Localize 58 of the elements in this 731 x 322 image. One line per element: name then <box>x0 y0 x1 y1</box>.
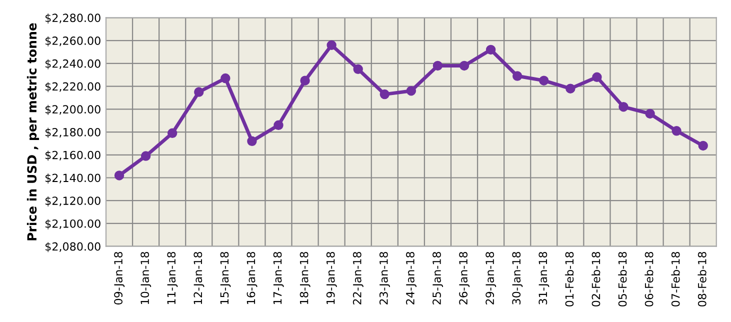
y-tick-label: $2,080.00 <box>46 242 100 252</box>
y-tick-label: $2,180.00 <box>46 128 100 138</box>
x-tick-label: 05-Feb-18 <box>618 252 627 306</box>
point <box>114 170 124 180</box>
x-tick-label: 10-Jan-18 <box>140 252 152 304</box>
point <box>353 64 363 74</box>
point <box>274 120 284 130</box>
point <box>592 72 602 82</box>
x-tick-label: 22-Jan-18 <box>352 252 364 304</box>
point <box>167 128 178 138</box>
x-tick-label: 29-Jan-18 <box>486 252 496 304</box>
x-tick-label: 12-Jan-18 <box>194 252 204 304</box>
y-tick-label: $2,160.00 <box>46 150 100 161</box>
point <box>326 40 336 50</box>
y-tick-label: $2,220.00 <box>46 82 100 92</box>
point <box>512 71 522 81</box>
x-tick-label: 02-Feb-18 <box>592 252 600 306</box>
point <box>194 87 204 97</box>
x-tick-label: 15-Jan-18 <box>220 252 231 304</box>
point <box>432 60 443 71</box>
x-tick-label: 11-Jan-18 <box>167 252 178 304</box>
point <box>220 73 230 84</box>
x-tick-label: 16-Jan-18 <box>246 252 258 304</box>
x-tick-label: 23-Jan-18 <box>379 252 390 304</box>
x-tick-label: 18-Jan-18 <box>300 252 310 304</box>
point <box>459 60 470 71</box>
x-tick-label: 01-Feb-18 <box>565 252 574 306</box>
y-tick-label: $2,100.00 <box>46 219 100 230</box>
point <box>140 151 151 161</box>
x-tick-label: 09-Jan-18 <box>114 252 125 305</box>
x-tick-label: 17-Jan-18 <box>273 252 284 304</box>
y-tick-label: $2,120.00 <box>46 196 100 206</box>
x-tick-label: 06-Feb-18 <box>644 252 654 306</box>
x-tick-label: 08-Feb-18 <box>698 252 706 306</box>
y-axis-title: Price in USD , per metric tonne <box>26 23 40 240</box>
y-tick-label: $2,260.00 <box>46 36 100 46</box>
y-tick-label: $2,280.00 <box>46 13 100 24</box>
point <box>406 86 416 96</box>
y-tick-label: $2,240.00 <box>46 59 100 70</box>
x-tick-label: 31-Jan-18 <box>538 252 550 304</box>
x-tick-label: 25-Jan-18 <box>432 252 444 304</box>
x-tick-label: 24-Jan-18 <box>406 252 416 304</box>
point <box>672 126 682 136</box>
point <box>566 84 576 94</box>
point <box>539 76 549 86</box>
y-tick-label: $2,200.00 <box>46 104 100 116</box>
x-tick-label: 30-Jan-18 <box>512 252 523 304</box>
point <box>300 76 310 86</box>
x-tick-label: 26-Jan-18 <box>459 252 470 304</box>
point <box>698 140 708 151</box>
point <box>486 44 496 55</box>
x-tick-label: 07-Feb-18 <box>671 252 680 306</box>
point <box>618 102 628 112</box>
point <box>380 89 390 100</box>
y-tick-label: $2,140.00 <box>46 174 100 184</box>
point <box>247 136 257 146</box>
x-tick-label: 19-Jan-18 <box>326 252 337 304</box>
point <box>645 108 655 119</box>
